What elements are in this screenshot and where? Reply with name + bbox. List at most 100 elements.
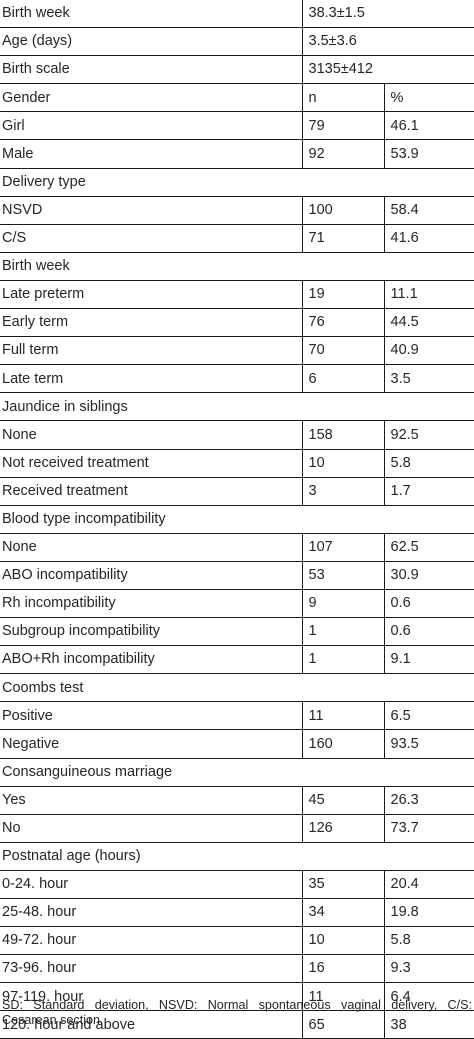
row-count: n [302,83,385,113]
row-percent: 6.5 [384,701,474,731]
table-row: 25-48. hour 34 19.8 [0,898,474,928]
section-label: Coombs test [0,673,474,703]
table-row: Girl 79 46.1 [0,111,474,141]
row-count: 1 [302,645,385,675]
row-count: 11 [302,982,385,1012]
row-count: 107 [302,533,385,562]
row-label: Received treatment [0,477,303,506]
table-row: None 107 62.5 [0,533,474,562]
section-label: Consanguineous marriage [0,758,474,787]
row-label: Full term [0,336,303,366]
row-percent: 0.6 [384,617,474,647]
row-count: 79 [302,111,385,141]
summary-row: Age (days) 3.5±3.6 [0,27,474,57]
row-label: Negative [0,729,303,759]
row-label: Late preterm [0,280,303,310]
table-row: Late preterm 19 11.1 [0,280,474,310]
row-percent: 9.1 [384,645,474,675]
section-header-row: Birth week [0,252,474,281]
table-row: ABO incompatibility 53 30.9 [0,561,474,590]
row-percent: 1.7 [384,477,474,506]
row-label: C/S [0,224,303,253]
section-header-row: Postnatal age (hours) [0,842,474,871]
row-label: ABO incompatibility [0,561,303,590]
row-value: 38.3±1.5 [302,0,474,29]
table-row: No 126 73.7 [0,814,474,843]
row-label: 49-72. hour [0,926,303,956]
table-row: Full term 70 40.9 [0,336,474,366]
section-header-row: Consanguineous marriage [0,758,474,787]
table-row: Subgroup incompatibility 1 0.6 [0,617,474,647]
row-percent: 46.1 [384,111,474,141]
row-percent: 20.4 [384,870,474,900]
row-count: 10 [302,926,385,956]
row-count: 1 [302,617,385,647]
row-label: Not received treatment [0,449,303,478]
row-count: 16 [302,954,385,984]
table-row: Positive 11 6.5 [0,701,474,731]
table-row: NSVD 100 58.4 [0,196,474,225]
table-row: Male 92 53.9 [0,139,474,169]
row-count: 3 [302,477,385,506]
row-count: 76 [302,308,385,338]
table-row: Negative 160 93.5 [0,729,474,759]
table-row: 0-24. hour 35 20.4 [0,870,474,900]
row-percent: 3.5 [384,364,474,394]
table-row: C/S 71 41.6 [0,224,474,253]
row-percent: 30.9 [384,561,474,590]
table-row: Yes 45 26.3 [0,786,474,815]
table-row: Received treatment 3 1.7 [0,477,474,506]
section-header-row: Jaundice in siblings [0,392,474,422]
table-row: None 158 92.5 [0,420,474,450]
row-label: ABO+Rh incompatibility [0,645,303,675]
row-count: 92 [302,139,385,169]
row-value: 3.5±3.6 [302,27,474,57]
row-percent: % [384,83,474,113]
row-count: 6 [302,364,385,394]
section-label: Blood type incompatibility [0,505,474,534]
section-header-row: Blood type incompatibility [0,505,474,534]
row-count: 126 [302,814,385,843]
table-row: Gender n% [0,83,474,113]
row-percent: 26.3 [384,786,474,815]
row-label: Girl [0,111,303,141]
row-percent: 9.3 [384,954,474,984]
table-row: Not received treatment 10 5.8 [0,449,474,478]
row-percent: 5.8 [384,926,474,956]
row-count: 100 [302,196,385,225]
row-percent: 40.9 [384,336,474,366]
section-label: Delivery type [0,168,474,197]
row-label: 73-96. hour [0,954,303,984]
row-label: Male [0,139,303,169]
row-label: Rh incompatibility [0,589,303,619]
table-row: Rh incompatibility 9 0.6 [0,589,474,619]
row-count: 11 [302,701,385,731]
row-label: Early term [0,308,303,338]
row-label: Birth scale [0,55,303,85]
table-row: Early term 76 44.5 [0,308,474,338]
row-percent: 19.8 [384,898,474,928]
row-label: Late term [0,364,303,394]
section-header-row: Delivery type [0,168,474,197]
row-percent: 0.6 [384,589,474,619]
row-label: 97-119. hour [0,982,303,1012]
row-count: 160 [302,729,385,759]
row-label: No [0,814,303,843]
table-row: 97-119. hour 11 6.4 [0,982,474,1012]
row-label: Gender [0,83,303,113]
row-count: 158 [302,420,385,450]
row-count: 10 [302,449,385,478]
row-label: Subgroup incompatibility [0,617,303,647]
row-label: 25-48. hour [0,898,303,928]
section-label: Postnatal age (hours) [0,842,474,871]
row-count: 71 [302,224,385,253]
row-percent: 92.5 [384,420,474,450]
row-label: Yes [0,786,303,815]
row-label: None [0,420,303,450]
row-label: NSVD [0,196,303,225]
table-row: 73-96. hour 16 9.3 [0,954,474,984]
row-label: Positive [0,701,303,731]
